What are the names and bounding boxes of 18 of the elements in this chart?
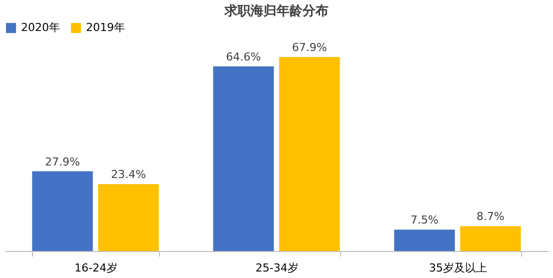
bar	[32, 171, 93, 251]
bar	[98, 184, 159, 251]
bar	[213, 66, 274, 251]
x-tick-label: 35岁及以上	[429, 262, 487, 274]
data-label: 67.9%	[292, 41, 327, 54]
data-label: 8.7%	[476, 210, 504, 224]
legend-label: 2019年	[86, 21, 125, 34]
x-tick-label: 16-24岁	[74, 262, 118, 274]
x-tick-label: 25-34岁	[256, 262, 298, 274]
data-label: 27.9%	[45, 155, 80, 168]
data-label: 7.5%	[410, 214, 438, 227]
bar	[279, 57, 340, 251]
data-label: 64.6%	[226, 50, 261, 64]
bar	[394, 230, 455, 251]
data-label: 23.4%	[111, 168, 146, 182]
bar	[460, 226, 521, 251]
legend-label: 2020年	[21, 21, 60, 34]
chart-title: 求职海归年龄分布	[224, 3, 328, 19]
